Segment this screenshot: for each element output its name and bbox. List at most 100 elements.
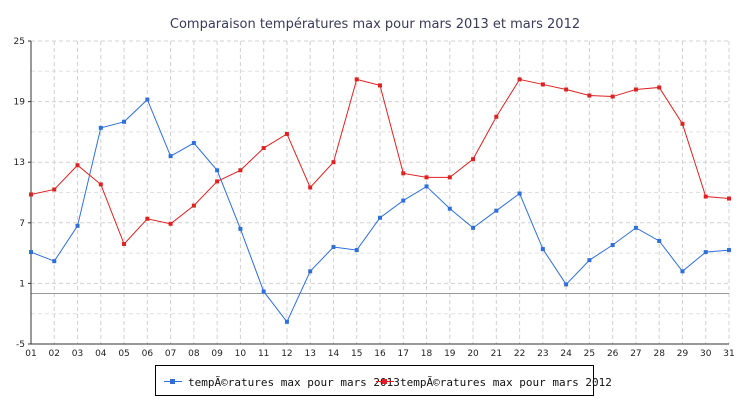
series-0-point-08 [191,141,196,146]
series-1-point-23 [540,82,545,87]
series-1-point-17 [401,171,406,176]
x-tick-label-01: 01 [25,349,36,359]
series-1-point-21 [494,114,499,119]
series-0-point-13 [308,269,313,274]
series-1-point-07 [168,221,173,226]
x-tick-label-12: 12 [281,349,292,359]
series-1-point-27 [633,87,638,92]
x-tick-label-05: 05 [118,349,129,359]
x-tick-label-11: 11 [258,349,269,359]
x-tick-label-30: 30 [700,349,712,359]
x-tick-label-21: 21 [491,349,502,359]
x-tick-label-24: 24 [560,349,572,359]
x-tick-label-02: 02 [49,349,60,359]
series-0-point-23 [540,247,545,252]
y-tick-label-7: 7 [19,219,25,229]
x-tick-label-22: 22 [514,349,525,359]
legend-swatch-2012 [376,377,394,387]
series-0-point-02 [52,259,57,264]
x-tick-label-28: 28 [653,349,665,359]
x-tick-label-27: 27 [630,349,641,359]
series-0-point-04 [98,125,103,130]
y-tick-label-1: 1 [19,279,25,289]
series-1-point-25 [587,93,592,98]
series-1-point-06 [145,216,150,221]
series-1-point-04 [98,182,103,187]
series-0-point-21 [494,208,499,213]
y-tick-label-13: 13 [14,158,25,168]
legend-label-2012: tempÃ©ratures max pour mars 2012 [400,375,612,389]
series-0-point-28 [657,238,662,243]
series-1-point-26 [610,94,615,99]
series-1-point-20 [471,157,476,162]
series-1-point-15 [354,77,359,82]
series-0-point-24 [564,282,569,287]
series-0-point-11 [261,289,266,294]
x-tick-label-15: 15 [351,349,362,359]
series-0-point-16 [378,215,382,220]
series-1-point-11 [261,146,266,151]
legend: tempÃ©ratures max pour mars 2013 tempÃ©r… [155,365,612,396]
series-1-point-01 [29,192,33,197]
x-tick-label-13: 13 [304,349,315,359]
x-tick-label-31: 31 [723,349,734,359]
x-tick-label-23: 23 [537,349,548,359]
y-tick-label-25: 25 [14,37,25,47]
series-1-point-30 [703,194,708,199]
series-0-point-20 [471,225,476,230]
series-0-point-27 [633,225,638,230]
series-0-point-10 [238,226,243,231]
series-1-point-02 [52,187,57,192]
legend-item-series-2012: tempÃ©ratures max pour mars 2012 [376,375,612,389]
series-1-point-16 [378,83,382,88]
series-1-point-13 [308,185,313,190]
series-0-point-18 [424,184,429,189]
x-tick-label-06: 06 [142,349,154,359]
axes [30,41,729,345]
x-tick-label-18: 18 [421,349,433,359]
legend-label-2013: tempÃ©ratures max pour mars 2013 [188,375,400,389]
series-0-point-29 [680,269,685,274]
y-tick-label-19: 19 [14,98,26,108]
series-1-point-09 [215,179,220,184]
series-1-point-28 [657,85,662,90]
series-0-point-06 [145,97,150,102]
series-layer [29,77,731,324]
x-tick-label-10: 10 [235,349,247,359]
series-1-point-14 [331,160,336,165]
series-0-point-17 [401,198,406,203]
x-tick-label-17: 17 [398,349,409,359]
series-1-point-05 [122,242,127,247]
series-0-point-15 [354,248,359,253]
x-tick-label-08: 08 [188,349,200,359]
series-1-point-03 [75,163,80,168]
legend-item-series-2013: tempÃ©ratures max pour mars 2013 [164,375,400,389]
x-tick-label-20: 20 [467,349,479,359]
legend-swatch-2013 [164,377,182,387]
series-1-point-10 [238,168,243,173]
series-0-point-12 [284,319,289,324]
x-tick-label-26: 26 [607,349,619,359]
x-tick-label-16: 16 [374,349,386,359]
series-1-point-12 [284,131,289,136]
x-tick-label-03: 03 [72,349,83,359]
x-tick-label-14: 14 [328,349,340,359]
series-1-point-24 [564,87,569,92]
series-1-point-22 [517,77,522,82]
series-0-point-22 [517,191,522,196]
series-1-point-18 [424,175,429,180]
series-0-point-14 [331,245,336,250]
series-0-point-09 [215,168,220,173]
series-0-point-03 [75,223,80,228]
series-0-point-31 [727,248,731,253]
y-tick-label--5: -5 [16,340,25,350]
series-0-point-26 [610,243,615,248]
series-1-point-29 [680,121,685,126]
series-0-point-30 [703,250,708,255]
x-tick-label-04: 04 [95,349,107,359]
x-tick-label-19: 19 [444,349,456,359]
x-tick-label-29: 29 [677,349,689,359]
series-0-point-07 [168,154,173,159]
